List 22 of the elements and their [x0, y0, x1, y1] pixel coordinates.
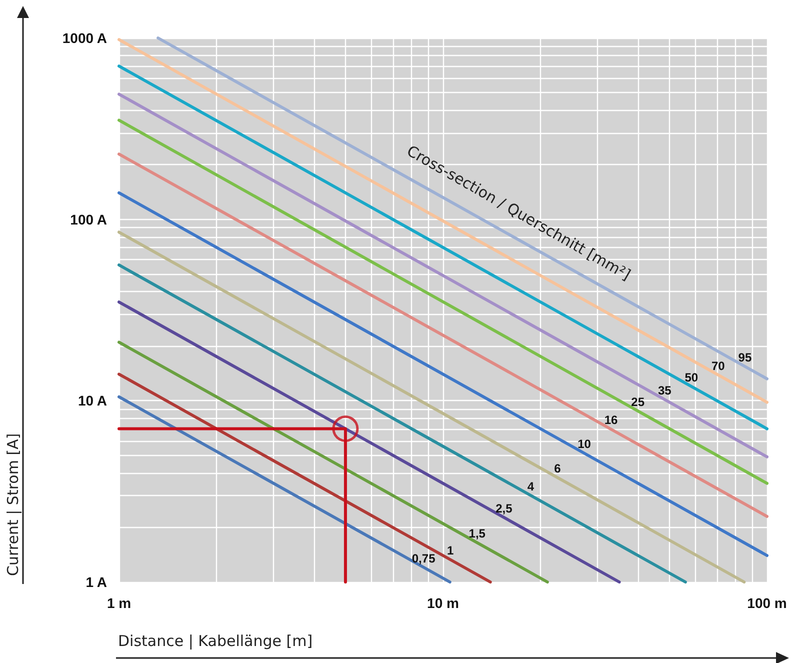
series-label: 6: [554, 462, 562, 476]
series-label: 1,5: [468, 526, 486, 541]
series-label: 10: [578, 437, 592, 452]
y-axis-title: Current | Strom [A]: [4, 433, 22, 576]
x-tick-label: 10 m: [427, 595, 459, 611]
series-label: 95: [738, 350, 752, 364]
series-label: 16: [604, 413, 618, 428]
series-label: 25: [631, 394, 645, 409]
y-tick-label: 1000 A: [62, 30, 107, 46]
series-label: 2,5: [496, 501, 513, 516]
series-label: 50: [684, 370, 698, 384]
y-tick-label: 100 A: [70, 211, 107, 228]
x-tick-label: 1 m: [106, 595, 132, 611]
x-axis-title: Distance | Kabellänge [m]: [118, 632, 313, 650]
series-label: 0,75: [412, 551, 436, 566]
y-tick-label: 10 A: [78, 392, 107, 409]
y-tick-label: 1 A: [86, 574, 107, 590]
series-label: 70: [712, 358, 726, 373]
x-tick-label: 100 m: [747, 595, 787, 611]
series-label: 4: [527, 479, 534, 494]
series-label: 1: [447, 544, 454, 558]
series-label: 35: [658, 384, 672, 398]
